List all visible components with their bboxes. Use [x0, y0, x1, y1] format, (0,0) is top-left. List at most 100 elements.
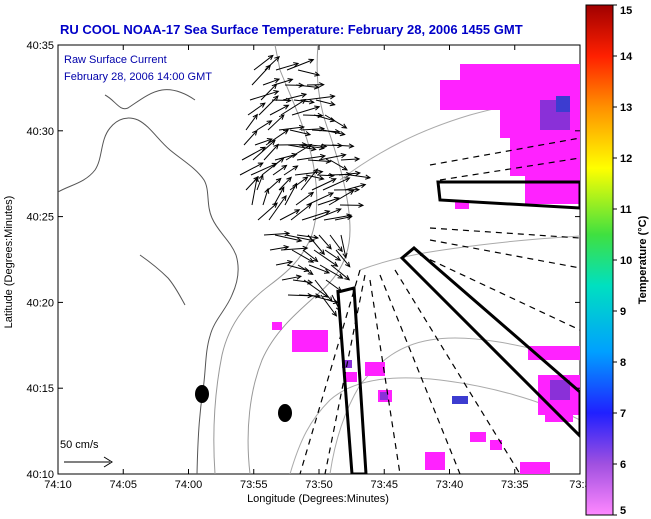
current-arrow — [296, 155, 325, 161]
radar-wedges — [336, 180, 580, 474]
current-arrow — [309, 144, 327, 148]
current-arrow — [278, 126, 304, 131]
current-arrow — [243, 130, 258, 146]
current-arrow-head — [278, 157, 285, 163]
current-arrow — [274, 234, 302, 242]
y-tick-label: 40:20 — [26, 297, 54, 309]
current-arrow-head — [260, 146, 267, 152]
current-arrow — [239, 162, 264, 176]
current-arrow — [290, 203, 312, 221]
current-arrow-head — [252, 113, 258, 120]
current-arrow-head — [360, 183, 367, 189]
current-arrow — [298, 144, 324, 149]
current-arrow-head — [269, 139, 276, 146]
current-arrow — [245, 114, 258, 131]
current-arrow-head — [308, 58, 315, 64]
current-arrow-head — [253, 176, 259, 183]
current-arrow — [279, 209, 300, 221]
current-arrow — [262, 188, 269, 206]
current-arrow — [318, 234, 332, 250]
current-arrow — [280, 247, 308, 251]
coastline — [58, 117, 239, 474]
current-arrow-head — [329, 94, 336, 100]
current-arrow — [297, 264, 314, 275]
y-tick-label: 40:35 — [26, 40, 54, 52]
map-layers — [58, 45, 580, 474]
current-arrow — [263, 232, 290, 236]
current-arrow-head — [279, 186, 285, 193]
current-arrow-head — [295, 274, 303, 280]
current-arrow — [325, 279, 342, 292]
current-arrow — [272, 165, 287, 176]
current-arrow — [330, 264, 350, 281]
current-arrow — [319, 264, 343, 279]
current-arrow-head — [344, 261, 351, 268]
current-arrow-head — [302, 176, 309, 182]
current-arrow-head — [292, 182, 298, 189]
y-axis-label: Latitude (Degrees:Minutes) — [3, 196, 15, 329]
current-arrow-head — [271, 83, 278, 90]
current-arrow-head — [303, 267, 310, 273]
current-arrow — [256, 120, 272, 131]
current-arrow — [287, 144, 316, 150]
x-tick-label: 74:10 — [44, 479, 72, 491]
current-arrow — [261, 157, 285, 176]
current-arrow-head — [348, 189, 355, 195]
current-arrow — [260, 83, 277, 101]
current-arrow — [289, 129, 311, 136]
current-arrow-head — [328, 172, 335, 179]
current-arrow-head — [337, 246, 343, 253]
current-arrow-head — [253, 176, 260, 182]
x-tick-label: 74:05 — [109, 479, 137, 491]
current-arrow-head — [267, 54, 274, 61]
contour-2 — [247, 45, 351, 474]
current-arrow-head — [326, 243, 332, 250]
current-arrow-head — [252, 129, 258, 136]
current-arrow-head — [286, 176, 292, 183]
current-arrow — [249, 90, 279, 101]
current-arrow — [324, 114, 347, 129]
current-arrow-head — [266, 120, 273, 126]
current-arrow-head — [358, 202, 365, 208]
contour-4 — [359, 235, 580, 271]
colorbar-tick-label: 13 — [620, 102, 632, 114]
current-arrow-head — [296, 237, 303, 243]
current-arrow-head — [341, 123, 348, 129]
current-arrow — [301, 210, 330, 221]
legend-current-date: February 28, 2006 14:00 GMT — [64, 71, 212, 83]
current-arrow-head — [258, 173, 264, 181]
current-arrow-head — [313, 234, 320, 240]
current-arrow — [349, 174, 371, 179]
sst-patches-cool — [342, 100, 570, 400]
current-arrow-head — [300, 98, 307, 105]
current-arrow — [320, 294, 337, 317]
inlet-line — [139, 254, 186, 306]
current-arrow-head — [272, 202, 278, 208]
current-arrow — [298, 294, 320, 297]
current-arrow-head — [306, 203, 313, 209]
current-arrow — [300, 128, 324, 131]
sst-patches-cold — [452, 96, 570, 404]
current-arrow-head — [346, 171, 352, 178]
current-arrow-head — [308, 257, 315, 263]
current-arrow — [252, 140, 276, 161]
current-arrow — [318, 154, 346, 161]
x-tick-label: 73:35 — [501, 479, 529, 491]
current-arrow-head — [292, 165, 299, 171]
current-arrow — [241, 146, 266, 161]
current-arrow-head — [335, 255, 342, 261]
current-arrow — [291, 106, 320, 116]
current-arrow-head — [278, 114, 285, 120]
current-arrow — [251, 177, 258, 206]
current-arrow-head — [275, 177, 282, 184]
current-arrow-head — [330, 178, 337, 183]
current-arrow-head — [293, 62, 300, 68]
current-arrow-head — [339, 131, 346, 137]
current-arrow — [263, 144, 279, 161]
plot-frame — [57, 44, 581, 475]
colorbar-tick-label: 11 — [620, 204, 632, 216]
current-arrow-head — [355, 170, 362, 176]
current-arrow-head — [331, 310, 338, 317]
colorbar-tick-label: 6 — [620, 459, 626, 471]
current-arrow-head — [265, 64, 272, 71]
